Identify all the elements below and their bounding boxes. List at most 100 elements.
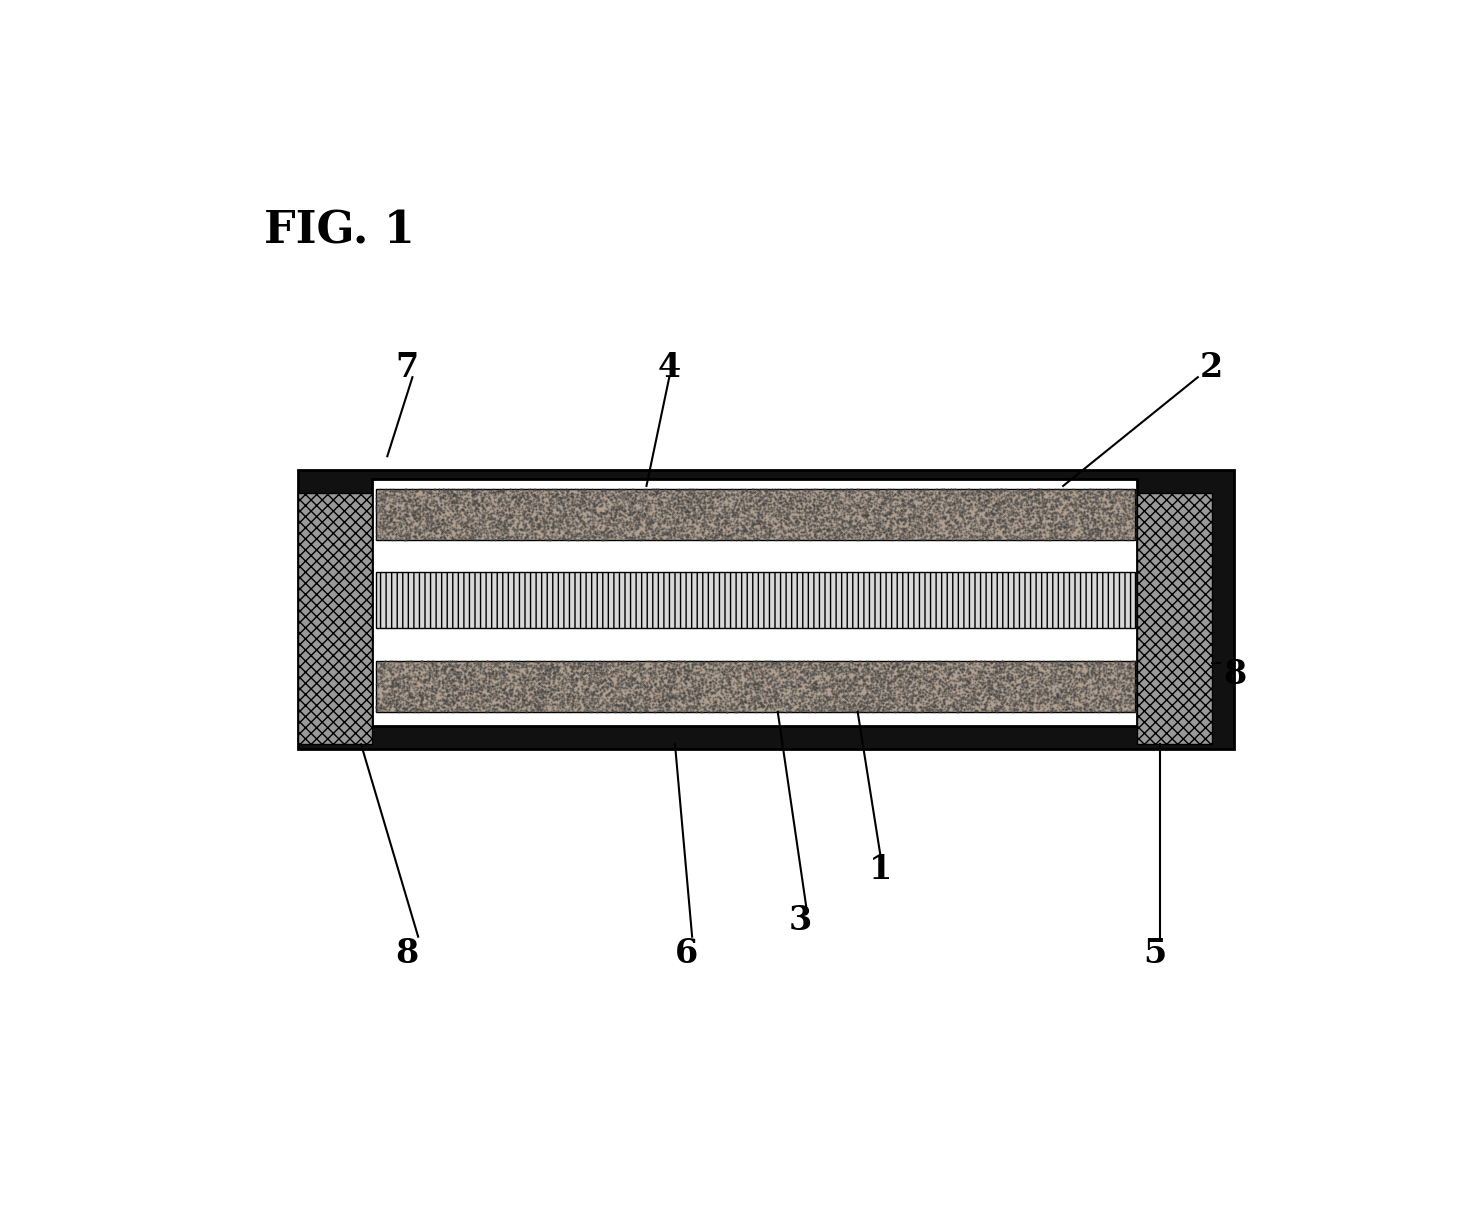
Point bbox=[560, 495, 583, 514]
Point bbox=[650, 492, 673, 512]
Point bbox=[972, 492, 996, 512]
Point bbox=[891, 681, 915, 700]
Point bbox=[943, 505, 966, 524]
Point bbox=[999, 515, 1022, 535]
Point bbox=[739, 695, 763, 715]
Point bbox=[454, 514, 477, 533]
Point bbox=[622, 488, 645, 507]
Point bbox=[739, 682, 763, 701]
Point bbox=[934, 686, 957, 705]
Point bbox=[1114, 485, 1137, 505]
Point bbox=[887, 670, 910, 689]
Point bbox=[461, 530, 485, 549]
Point bbox=[835, 672, 859, 692]
Point bbox=[524, 659, 548, 678]
Point bbox=[987, 497, 1010, 517]
Point bbox=[704, 674, 728, 693]
Point bbox=[395, 695, 418, 715]
Point bbox=[934, 482, 957, 501]
Point bbox=[454, 530, 477, 549]
Point bbox=[683, 667, 707, 687]
Point bbox=[529, 498, 552, 518]
Point bbox=[971, 492, 994, 512]
Point bbox=[924, 699, 947, 718]
Point bbox=[929, 490, 953, 509]
Point bbox=[726, 682, 750, 701]
Point bbox=[535, 519, 558, 538]
Point bbox=[1069, 512, 1093, 531]
Point bbox=[632, 698, 655, 717]
Point bbox=[455, 695, 479, 715]
Point bbox=[736, 657, 760, 676]
Point bbox=[1012, 489, 1036, 508]
Point bbox=[517, 514, 541, 533]
Point bbox=[374, 693, 398, 712]
Point bbox=[647, 513, 670, 532]
Point bbox=[627, 514, 651, 533]
Point bbox=[392, 698, 415, 717]
Point bbox=[627, 702, 651, 722]
Point bbox=[686, 530, 710, 549]
Point bbox=[853, 669, 876, 688]
Point bbox=[1106, 523, 1130, 542]
Point bbox=[530, 485, 554, 505]
Point bbox=[1033, 500, 1056, 519]
Point bbox=[745, 529, 769, 548]
Point bbox=[1090, 670, 1114, 689]
Point bbox=[614, 512, 638, 531]
Point bbox=[806, 663, 829, 682]
Point bbox=[1061, 700, 1084, 719]
Point bbox=[1112, 500, 1136, 519]
Point bbox=[791, 490, 815, 509]
Point bbox=[380, 511, 404, 530]
Point bbox=[974, 686, 997, 705]
Point bbox=[1102, 520, 1125, 540]
Point bbox=[928, 484, 952, 503]
Point bbox=[669, 521, 692, 541]
Point bbox=[595, 693, 619, 712]
Point bbox=[720, 479, 744, 498]
Point bbox=[997, 506, 1021, 525]
Point bbox=[681, 670, 704, 689]
Point bbox=[822, 660, 846, 680]
Point bbox=[916, 500, 940, 519]
Point bbox=[546, 658, 570, 677]
Point bbox=[513, 495, 536, 514]
Point bbox=[613, 520, 636, 540]
Point bbox=[751, 501, 775, 520]
Point bbox=[848, 517, 872, 536]
Point bbox=[866, 485, 890, 505]
Point bbox=[955, 682, 978, 701]
Point bbox=[820, 666, 844, 686]
Point bbox=[552, 657, 576, 676]
Point bbox=[535, 684, 558, 704]
Point bbox=[760, 657, 784, 676]
Point bbox=[713, 511, 736, 530]
Point bbox=[1055, 507, 1078, 526]
Point bbox=[918, 698, 941, 717]
Point bbox=[576, 507, 600, 526]
Point bbox=[681, 658, 704, 677]
Point bbox=[1058, 660, 1081, 680]
Point bbox=[918, 683, 941, 702]
Point bbox=[788, 676, 812, 695]
Point bbox=[1009, 681, 1033, 700]
Point bbox=[977, 683, 1000, 702]
Point bbox=[957, 490, 981, 509]
Point bbox=[470, 696, 493, 716]
Point bbox=[985, 688, 1009, 707]
Point bbox=[851, 674, 875, 693]
Point bbox=[1058, 699, 1081, 718]
Point bbox=[682, 480, 706, 500]
Point bbox=[402, 657, 426, 676]
Point bbox=[399, 670, 423, 689]
Point bbox=[932, 693, 956, 712]
Point bbox=[810, 511, 834, 530]
Point bbox=[791, 686, 815, 705]
Point bbox=[1115, 509, 1139, 529]
Point bbox=[415, 483, 439, 502]
Point bbox=[1064, 494, 1087, 513]
Point bbox=[904, 488, 928, 507]
Point bbox=[798, 479, 822, 498]
Point bbox=[937, 498, 960, 518]
